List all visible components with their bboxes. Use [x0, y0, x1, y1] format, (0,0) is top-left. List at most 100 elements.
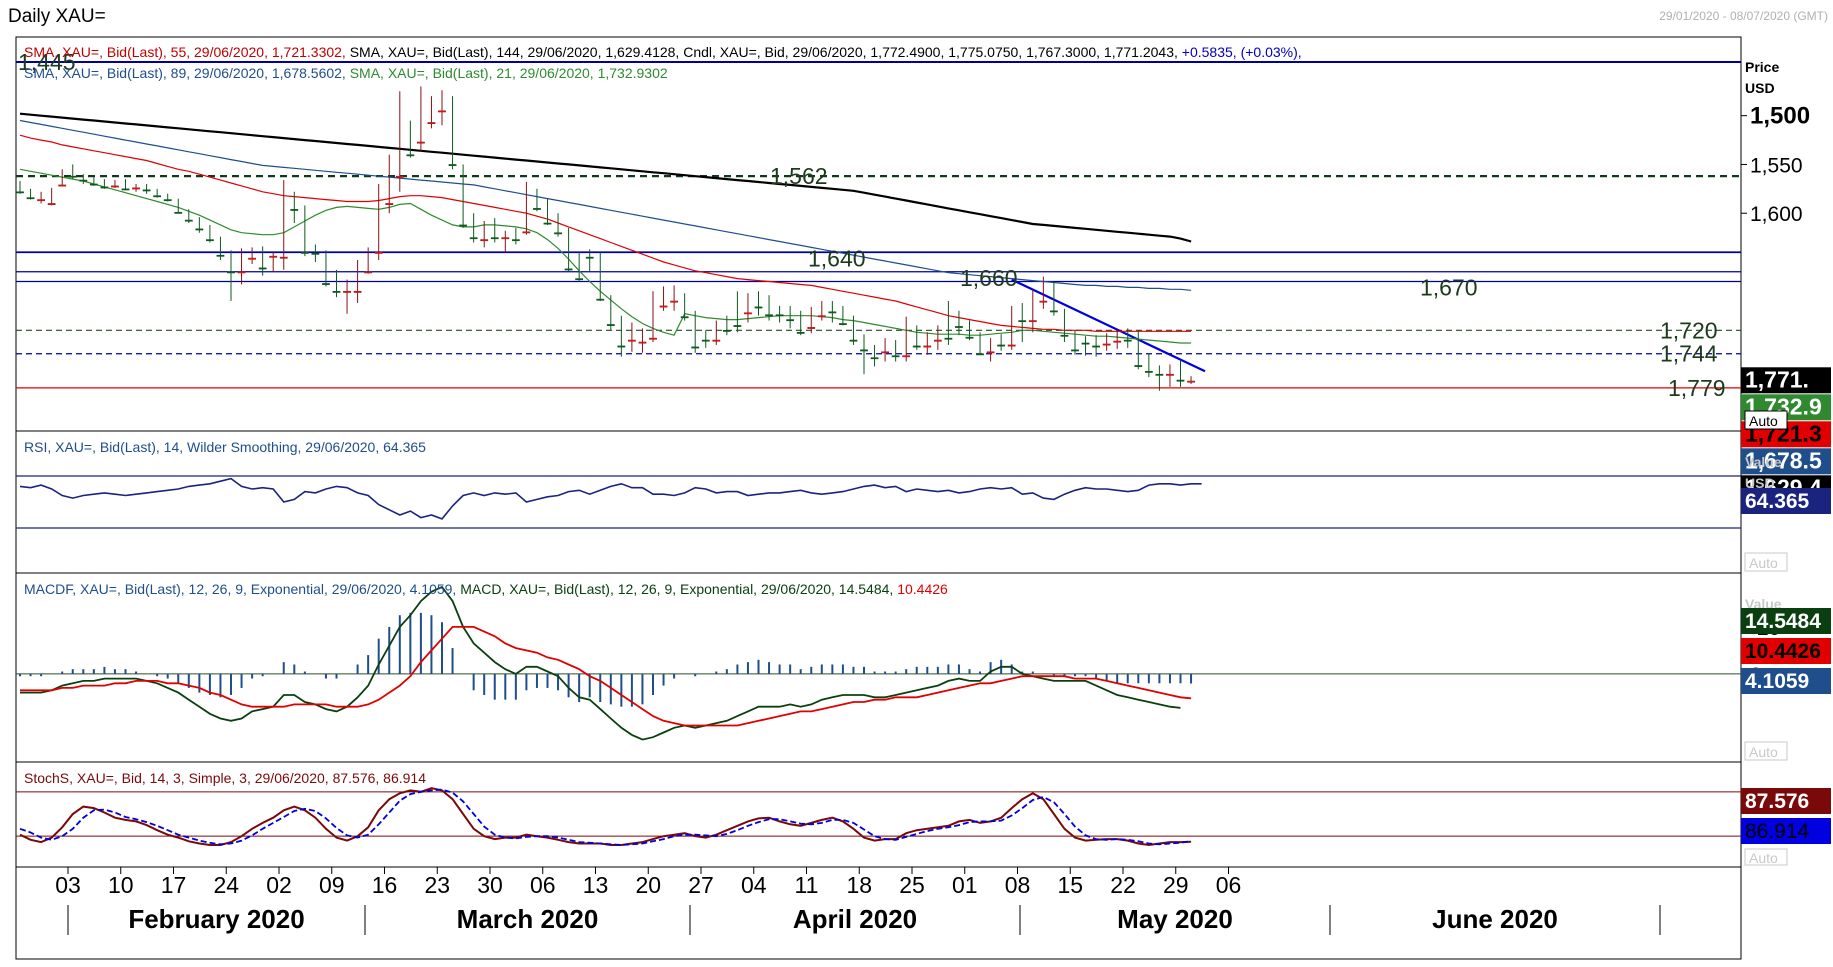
- candle-body: [385, 203, 394, 205]
- level-label-1445: 1,445: [18, 49, 76, 75]
- candle: [385, 154, 394, 214]
- price-axis-header: Price: [1745, 59, 1779, 75]
- stoch-auto-button[interactable]: [1744, 848, 1788, 866]
- day-tick-label: 04: [741, 872, 767, 898]
- rsi-auto-button[interactable]: [1744, 552, 1788, 572]
- candle: [142, 183, 151, 194]
- candle: [828, 301, 837, 323]
- candle: [1028, 289, 1037, 333]
- candle-body: [775, 314, 784, 317]
- macd-badge: [1741, 638, 1831, 664]
- candle: [438, 90, 446, 126]
- level-label-1720: 1,720: [1660, 317, 1718, 343]
- candle: [1081, 336, 1090, 356]
- candle-body: [1018, 320, 1027, 323]
- price-auto-button[interactable]: [1744, 410, 1788, 430]
- candle: [163, 193, 172, 202]
- candle: [533, 188, 541, 212]
- candle: [406, 120, 415, 158]
- macd-auto-button[interactable]: [1744, 741, 1788, 761]
- candle-body: [902, 355, 911, 358]
- legend-sma55: SMA, XAU=, Bid(Last), 55, 29/06/2020, 1,…: [24, 44, 350, 60]
- candle: [933, 325, 942, 350]
- candle-body: [248, 257, 256, 260]
- candle-body: [986, 351, 995, 354]
- candle: [279, 180, 288, 270]
- candle-body: [870, 357, 879, 360]
- candle-body: [79, 179, 88, 182]
- candle: [912, 325, 921, 350]
- candle-body: [554, 232, 562, 235]
- price-axis: 1,6001,5501,5001,771.1,732.91,721.31,678…: [1741, 103, 1831, 502]
- candle-body: [1050, 310, 1058, 313]
- day-tick-label: 08: [1005, 872, 1031, 898]
- candle: [701, 330, 710, 348]
- candle-body: [976, 353, 984, 356]
- candle: [638, 328, 647, 353]
- day-tick-label: 23: [424, 872, 450, 898]
- rsi-badge-label: 64.365: [1745, 490, 1810, 513]
- candle: [490, 218, 499, 243]
- candle-body: [279, 256, 288, 259]
- day-tick-label: 15: [1057, 872, 1083, 898]
- candle: [153, 188, 162, 198]
- day-tick-label: 06: [1216, 872, 1242, 898]
- price-tick-label: 1,500: [1750, 103, 1810, 130]
- candle: [1155, 365, 1164, 391]
- candle-body: [533, 208, 541, 210]
- candle-body: [564, 268, 573, 271]
- ma-line-sma55: [19, 134, 1192, 332]
- day-tick-label: 29: [1163, 872, 1189, 898]
- candle: [849, 315, 858, 345]
- candle-body: [89, 183, 98, 186]
- candle-body: [522, 231, 531, 234]
- candle-body: [16, 191, 24, 194]
- candle: [269, 252, 278, 272]
- macd-badge-label: 10.4426: [1745, 640, 1821, 663]
- day-tick-label: 16: [372, 872, 398, 898]
- candle: [395, 91, 404, 192]
- candle: [511, 227, 520, 245]
- candle: [353, 260, 362, 303]
- candle: [79, 174, 88, 184]
- level-label-1779: 1,779: [1668, 375, 1726, 401]
- macd-auto-label: Auto: [1749, 744, 1778, 760]
- price-badge-label: 1,771.: [1745, 366, 1809, 392]
- candle-body: [1144, 370, 1153, 373]
- candle: [174, 198, 183, 214]
- stoch-plot: [16, 787, 1741, 847]
- day-tick-label: 17: [161, 872, 187, 898]
- candle: [1187, 376, 1195, 384]
- price-badge: [1741, 367, 1831, 394]
- level-label-1744: 1,744: [1660, 341, 1718, 367]
- month-label: June 2020: [1432, 904, 1558, 934]
- candle-body: [237, 271, 246, 274]
- candle: [26, 188, 35, 200]
- candle-body: [1081, 342, 1090, 345]
- candle: [965, 320, 974, 341]
- candle: [659, 286, 668, 311]
- candle-body: [438, 110, 446, 113]
- legend-change: +0.5835, (+0.03%),: [1182, 44, 1302, 60]
- panel-frames: [15, 36, 1742, 960]
- candle-body: [322, 283, 330, 285]
- price-candles: [16, 86, 1195, 391]
- candle: [944, 301, 953, 345]
- ma-line-sma144: [19, 112, 1192, 243]
- candle-body: [1187, 380, 1195, 383]
- candle-body: [459, 224, 467, 227]
- day-tick-label: 18: [846, 872, 872, 898]
- candle: [955, 310, 963, 336]
- candle-body: [627, 339, 636, 342]
- stoch-d-badge: [1741, 818, 1831, 844]
- candle-body: [480, 239, 489, 242]
- stoch-auto-label: Auto: [1749, 850, 1778, 866]
- candle-body: [680, 316, 689, 319]
- candle-body: [1028, 320, 1037, 323]
- candle: [627, 322, 636, 352]
- candle: [1134, 330, 1143, 370]
- candle-body: [184, 219, 193, 222]
